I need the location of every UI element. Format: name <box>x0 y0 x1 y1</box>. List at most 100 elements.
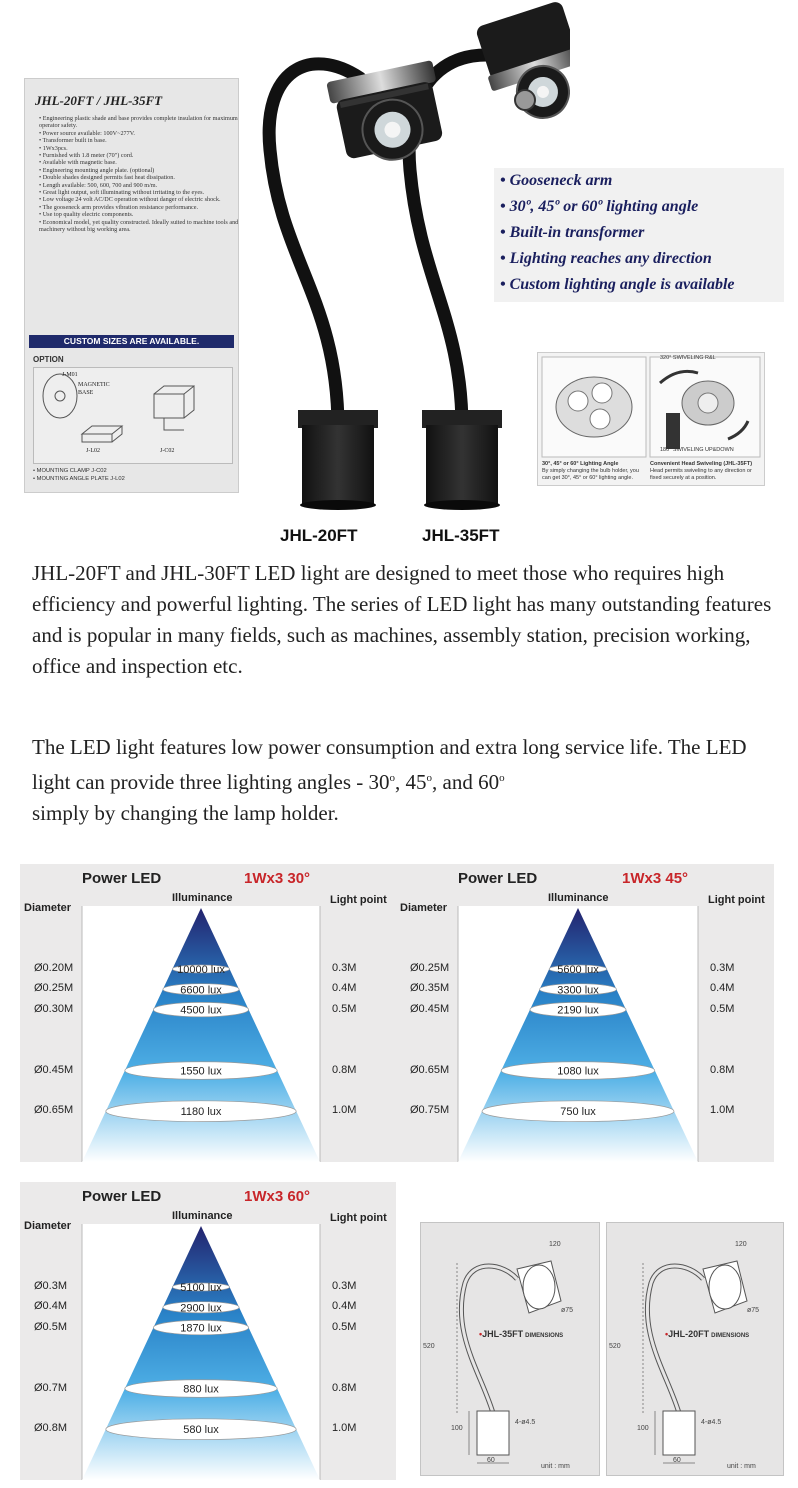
dimension-card-35ft: 520 120 ø75 100 4-ø4.5 60 unit : mm •JHL-35FT DI… <box>420 1222 600 1476</box>
diameter-value: Ø0.30M <box>34 1002 74 1015</box>
chart-title: Power LED <box>82 1188 162 1205</box>
distance-value: 0.8M <box>332 1063 357 1076</box>
swivel-knob-icon <box>514 89 536 111</box>
spec-bullet-list: Engineering plastic shade and base provi… <box>33 115 239 234</box>
diameter-label: Diameter <box>400 902 448 914</box>
option-label-l02: J-L02 <box>86 448 100 454</box>
light-cone <box>82 908 320 1162</box>
length-dimension: 520 <box>423 1343 435 1350</box>
diameter-value: Ø0.65M <box>34 1104 74 1117</box>
illuminance-ring <box>105 1100 297 1122</box>
swivel-caption-title: Convenient Head Swiveling (JHL-35FT) <box>650 461 753 467</box>
features-paragraph: The LED light features low power consump… <box>32 732 777 829</box>
lux-value: 5100 lux <box>180 1282 222 1294</box>
diameter-value: Ø0.3M <box>34 1279 68 1292</box>
feature-transformer: • Built-in transformer <box>500 224 645 241</box>
diameter-value: Ø0.7M <box>34 1381 68 1394</box>
spec-bullet: Great light output, soft illuminating wi… <box>39 189 239 196</box>
angle-caption-title: 30°, 45° or 60° Lighting Angle <box>542 461 619 467</box>
spec-bullet: Economical model, yet quality constructe… <box>39 219 239 234</box>
diameter-label: Diameter <box>24 1220 72 1232</box>
features-paragraph-part-b: , 45 <box>395 770 427 794</box>
distance-value: 0.3M <box>332 961 357 974</box>
length-dimension: 520 <box>609 1343 621 1350</box>
chart-spec: 1Wx3 60° <box>244 1188 311 1205</box>
distance-value: 0.3M <box>710 961 735 974</box>
lux-value: 1550 lux <box>180 1066 222 1078</box>
illuminance-ring <box>153 1002 249 1018</box>
dimension-drawing <box>642 1260 748 1464</box>
option-label-c02: J-C02 <box>160 448 175 454</box>
features-paragraph-part-a: The LED light features low power consump… <box>32 735 747 794</box>
illuminance-label: Illuminance <box>548 892 609 904</box>
lux-value: 3300 lux <box>557 984 599 996</box>
distance-value: 0.8M <box>332 1381 357 1394</box>
swivel-card: 320° SWIVELING R&L 180° SWIVELING UP&DOW… <box>537 352 765 486</box>
swivel-top-label: 320° SWIVELING R&L <box>660 355 716 361</box>
mounting-plate-note: • MOUNTING ANGLE PLATE J-L02 <box>33 476 125 482</box>
diameter-dimension: ø75 <box>561 1307 574 1314</box>
spec-bullet: Low voltage 24 volt AC/DC operation with… <box>39 196 239 203</box>
spec-bullet: Transformer built in base. <box>39 137 239 144</box>
dimension-model: JHL-20FT <box>668 1329 710 1339</box>
light-cone <box>458 908 698 1162</box>
feature-gooseneck: • Gooseneck arm <box>500 172 613 189</box>
spec-bullet: The gooseneck arm provides vibration res… <box>39 204 239 211</box>
lux-value: 1180 lux <box>181 1106 222 1118</box>
lux-value: 1870 lux <box>180 1323 222 1335</box>
light-point-label: Light point <box>330 894 387 906</box>
red-dot-icon: • <box>479 1329 483 1339</box>
illuminance-ring <box>162 983 240 996</box>
degree-mark: o <box>499 772 505 784</box>
illuminance-ring <box>529 1002 627 1018</box>
diameter-value: Ø0.4M <box>34 1300 68 1313</box>
diameter-dimension: ø75 <box>747 1307 760 1314</box>
dimension-model-label: •JHL-35FT DIMENSIONS <box>479 1329 563 1339</box>
illuminance-ring <box>124 1379 278 1398</box>
diameter-value: Ø0.45M <box>34 1063 74 1076</box>
spec-bullet: Available with magnetic base. <box>39 159 239 166</box>
lux-value: 4500 lux <box>180 1005 222 1017</box>
distance-value: 0.4M <box>332 1300 357 1313</box>
distance-value: 1.0M <box>332 1104 357 1117</box>
head-dimension: 120 <box>549 1241 561 1248</box>
chart-title: Power LED <box>458 870 538 887</box>
swivel-caption-body: Head permits swiveling to any direction … <box>650 468 752 481</box>
lux-value: 5600 lux <box>557 964 599 976</box>
degree-mark: o <box>426 772 433 784</box>
base-height-dimension: 100 <box>637 1425 649 1432</box>
chart-spec: 1Wx3 45° <box>622 870 689 887</box>
dimension-model-label: •JHL-20FT DIMENSIONS <box>665 1329 749 1339</box>
degree-mark: o <box>389 772 396 784</box>
lamp-head-20ft <box>326 60 443 161</box>
red-dot-icon: • <box>665 1329 669 1339</box>
spec-bullet: Furnished with 1.8 meter (70") cord. <box>39 152 239 159</box>
spec-bullet: Use top quality electric components. <box>39 211 239 218</box>
diameter-value: Ø0.5M <box>34 1320 68 1333</box>
diameter-value: Ø0.20M <box>34 961 74 974</box>
light-cone <box>82 1226 320 1480</box>
lamp-base-35ft <box>422 410 502 510</box>
model-label-35ft: JHL-35FT <box>422 526 500 545</box>
unit-label: unit : mm <box>727 1463 756 1470</box>
spec-bullet: Engineering plastic shade and base provi… <box>39 115 239 130</box>
spec-title: JHL-20FT / JHL-35FT <box>35 93 163 108</box>
illuminance-label: Illuminance <box>172 892 233 904</box>
distance-value: 0.8M <box>710 1063 735 1076</box>
distance-value: 1.0M <box>332 1422 357 1435</box>
distance-value: 0.5M <box>332 1320 357 1333</box>
spec-bullet: Engineering mounting angle plate. (optio… <box>39 167 239 174</box>
diameter-value: Ø0.25M <box>34 982 74 995</box>
lamp-head-35ft <box>476 2 570 119</box>
option-heading: OPTION <box>33 355 64 364</box>
illuminance-cone: 10000 lux 6600 lux 4500 lux 1550 lux 1180 lu… <box>81 906 321 1162</box>
angle-caption-body: By simply changing the bulb holder, you … <box>542 468 639 481</box>
illuminance-ring <box>500 1061 656 1080</box>
model-label-20ft: JHL-20FT <box>280 526 358 545</box>
option-label-m01: J-M01 <box>62 372 78 378</box>
lux-value: 880 lux <box>183 1384 219 1396</box>
distance-value: 0.5M <box>710 1002 735 1015</box>
illuminance-ring <box>548 964 608 974</box>
illuminance-cone: 5600 lux 3300 lux 2190 lux 1080 lux 750 lux <box>457 906 699 1162</box>
custom-sizes-banner: CUSTOM SIZES ARE AVAILABLE. <box>29 335 234 348</box>
